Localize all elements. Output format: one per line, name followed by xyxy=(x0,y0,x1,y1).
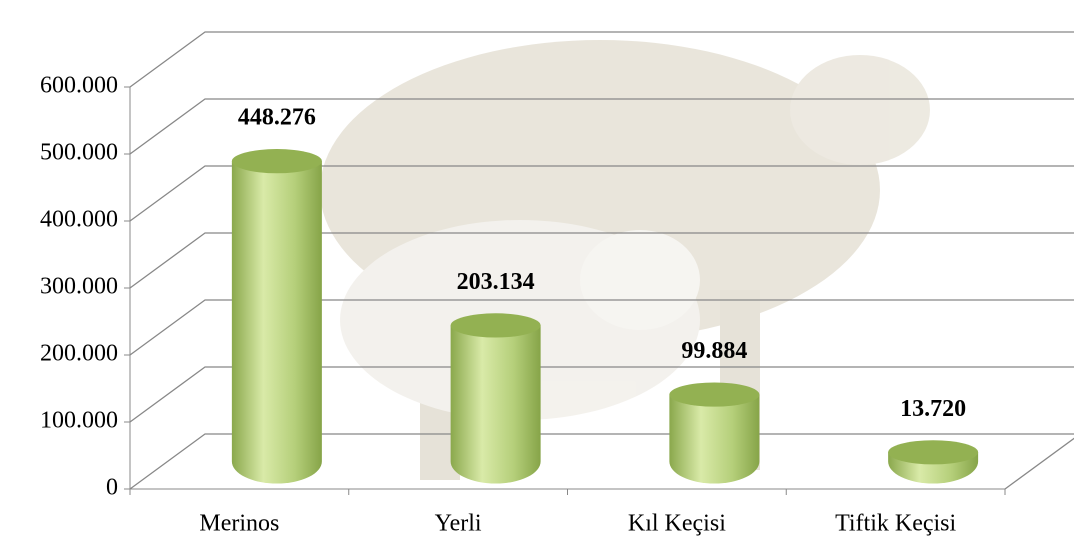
bar xyxy=(232,149,322,483)
page: {"chart_data": {"type": "bar3d", "catego… xyxy=(0,0,1074,545)
bar-top xyxy=(669,382,759,406)
value-label: 13.720 xyxy=(900,396,966,422)
y-tick-label: 600.000 xyxy=(40,73,118,99)
bar xyxy=(669,382,759,483)
y-tick-label: 200.000 xyxy=(40,341,118,367)
x-tick-label: Yerli xyxy=(435,511,482,537)
bar-body xyxy=(451,325,541,483)
x-tick-label: Kıl Keçisi xyxy=(628,511,726,537)
bar-top xyxy=(888,440,978,464)
value-label: 448.276 xyxy=(238,105,316,131)
bar-top xyxy=(451,313,541,337)
y-tick-label: 500.000 xyxy=(40,140,118,166)
bar-top xyxy=(232,149,322,173)
y-tick-label: 100.000 xyxy=(40,408,118,434)
x-tick-label: Merinos xyxy=(199,511,279,537)
bar xyxy=(888,440,978,483)
value-label: 203.134 xyxy=(457,269,535,295)
chart: 0 100.000 200.000 300.000 400.000 500.000 600.… xyxy=(0,0,1074,545)
y-tick-label: 400.000 xyxy=(40,207,118,233)
value-label: 99.884 xyxy=(681,338,747,364)
right-floor-edge xyxy=(1005,434,1074,489)
bar-body xyxy=(232,161,322,483)
background-sheep xyxy=(320,40,930,480)
y-tick-label: 0 xyxy=(106,475,118,501)
x-tick-label: Tiftik Keçisi xyxy=(835,511,956,537)
bar-body xyxy=(669,395,759,484)
y-tick-label: 300.000 xyxy=(40,274,118,300)
bar xyxy=(451,313,541,483)
